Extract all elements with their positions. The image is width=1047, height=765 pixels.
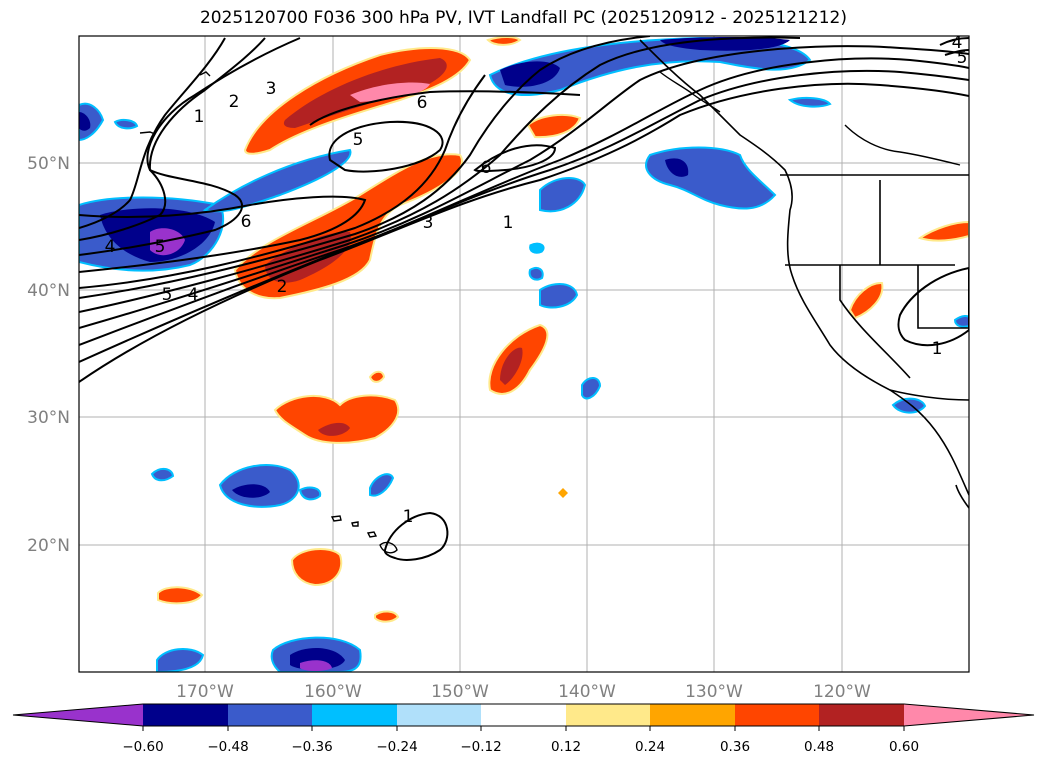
lon-label: 140°W [558, 682, 616, 702]
contour-label: 1 [403, 507, 414, 527]
contour-label: 5 [957, 48, 968, 68]
colorbar-segment [143, 704, 228, 726]
lon-label: 120°W [813, 682, 871, 702]
contour-labels: 1 2 3 6 5 6 3 1 4 5 6 5 4 2 1 1 5 4 [105, 33, 968, 527]
contour-label: 2 [277, 277, 288, 297]
lat-label: 40°N [27, 281, 70, 301]
colorbar-tick-label: −0.36 [291, 739, 332, 755]
contour-label: 5 [155, 237, 166, 257]
ivt-contours [79, 36, 969, 561]
map-title: 2025120700 F036 300 hPa PV, IVT Landfall… [199, 8, 847, 28]
contour-label: 1 [194, 107, 205, 127]
colorbar-segment [566, 704, 650, 726]
contour-label: 1 [932, 339, 943, 359]
negative-pv-shading [79, 36, 969, 672]
contour-label: 3 [266, 79, 277, 99]
coastline [639, 39, 969, 509]
colorbar-ticks [142, 726, 905, 731]
colorbar-segment [650, 704, 735, 726]
contour-label: 5 [162, 285, 173, 305]
lon-label: 170°W [176, 682, 234, 702]
contour-label: 6 [241, 212, 252, 232]
colorbar: −0.60 −0.48 −0.36 −0.24 −0.12 0.12 0.24 … [12, 703, 1035, 755]
colorbar-segment [735, 704, 819, 726]
lon-label: 130°W [685, 682, 743, 702]
colorbar-segment [819, 704, 904, 726]
colorbar-segment [397, 704, 481, 726]
colorbar-tick-label: 0.12 [551, 739, 581, 755]
colorbar-segment [312, 704, 397, 726]
contour-label: 3 [423, 213, 434, 233]
colorbar-segment [228, 704, 312, 726]
lon-label: 150°W [431, 682, 489, 702]
map-frame [78, 35, 970, 673]
colorbar-tick-label: 0.24 [635, 739, 665, 755]
contour-label: 4 [188, 285, 199, 305]
contour-label: 4 [952, 33, 963, 53]
lat-label: 50°N [27, 154, 70, 174]
colorbar-under [13, 704, 143, 726]
contour-label: 1 [503, 213, 514, 233]
contour-label: 5 [353, 130, 364, 150]
contour-label: 2 [229, 92, 240, 112]
lat-label: 30°N [27, 408, 70, 428]
colorbar-over [904, 704, 1034, 726]
colorbar-tick-label: 0.60 [889, 739, 919, 755]
contour-label: 6 [417, 93, 428, 113]
colorbar-segment [481, 704, 566, 726]
colorbar-tick-label: −0.24 [376, 739, 417, 755]
colorbar-tick-label: −0.12 [460, 739, 501, 755]
islands [139, 71, 961, 554]
colorbar-tick-label: 0.36 [720, 739, 750, 755]
contour-label: 6 [481, 158, 492, 178]
longitude-labels: 170°W 160°W 150°W 140°W 130°W 120°W [176, 682, 871, 702]
lon-label: 160°W [304, 682, 362, 702]
colorbar-tick-label: −0.60 [122, 739, 163, 755]
colorbar-tick-label: −0.48 [207, 739, 248, 755]
latitude-labels: 50°N 40°N 30°N 20°N [27, 154, 70, 556]
lat-label: 20°N [27, 536, 70, 556]
colorbar-tick-label: 0.48 [804, 739, 834, 755]
contour-label: 4 [105, 237, 116, 257]
